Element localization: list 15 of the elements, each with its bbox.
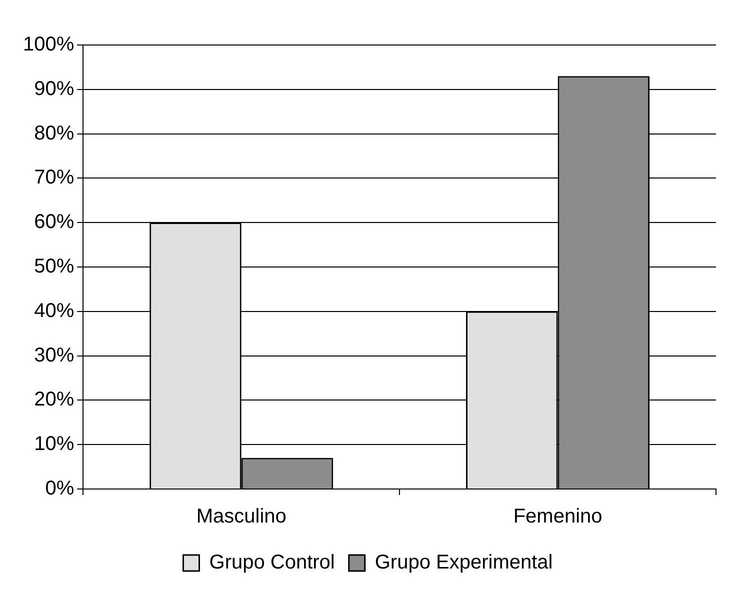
- y-tick-label: 100%: [22, 34, 74, 56]
- y-tick-label: 60%: [34, 211, 74, 234]
- y-tick-label: 40%: [34, 300, 74, 322]
- x-tick-label: Masculino: [196, 506, 286, 528]
- y-tick-label: 10%: [34, 433, 74, 456]
- y-tick-label: 50%: [34, 256, 74, 278]
- legend-label: Grupo Control: [209, 552, 335, 574]
- y-tick-label: 90%: [34, 78, 74, 100]
- y-tick-label: 30%: [34, 344, 74, 366]
- y-tick-label: 20%: [34, 388, 74, 411]
- y-tick-label: 0%: [45, 478, 74, 500]
- x-tick-label: Femenino: [513, 506, 602, 528]
- y-tick-label: 80%: [34, 122, 74, 144]
- y-tick-label: 70%: [34, 166, 74, 189]
- legend-label: Grupo Experimental: [374, 552, 553, 574]
